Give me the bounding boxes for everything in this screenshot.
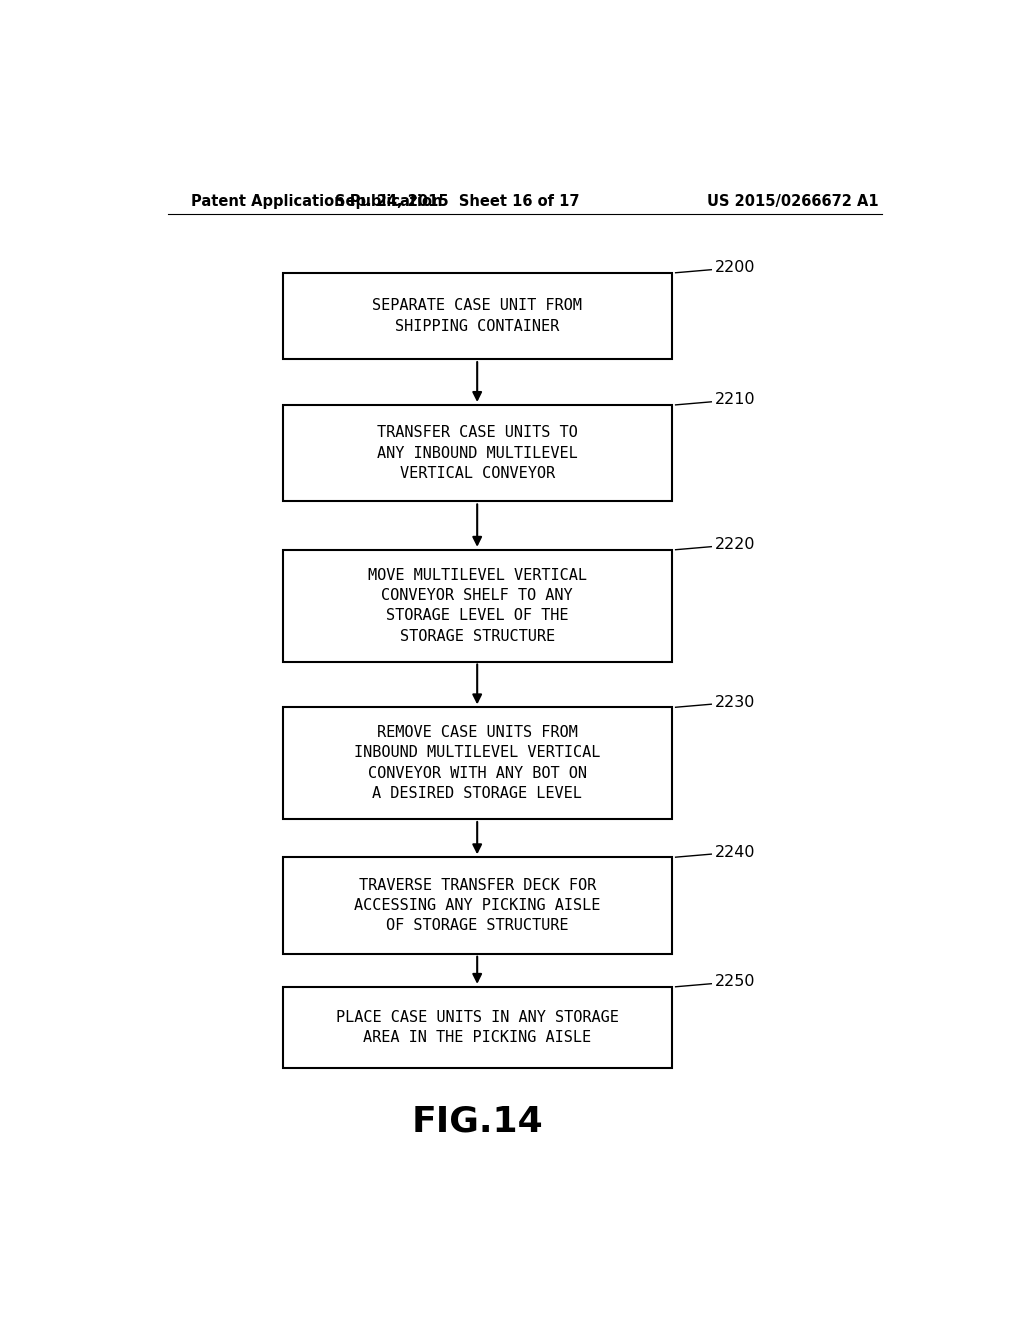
Text: TRAVERSE TRANSFER DECK FOR
ACCESSING ANY PICKING AISLE
OF STORAGE STRUCTURE: TRAVERSE TRANSFER DECK FOR ACCESSING ANY… xyxy=(354,878,600,933)
Text: Sep. 24, 2015  Sheet 16 of 17: Sep. 24, 2015 Sheet 16 of 17 xyxy=(335,194,580,209)
Text: MOVE MULTILEVEL VERTICAL
CONVEYOR SHELF TO ANY
STORAGE LEVEL OF THE
STORAGE STRU: MOVE MULTILEVEL VERTICAL CONVEYOR SHELF … xyxy=(368,568,587,644)
Text: PLACE CASE UNITS IN ANY STORAGE
AREA IN THE PICKING AISLE: PLACE CASE UNITS IN ANY STORAGE AREA IN … xyxy=(336,1010,618,1045)
Text: FIG.14: FIG.14 xyxy=(412,1105,543,1139)
Text: 2240: 2240 xyxy=(715,845,756,859)
Bar xyxy=(283,405,672,502)
Text: 2230: 2230 xyxy=(715,694,756,710)
Text: TRANSFER CASE UNITS TO
ANY INBOUND MULTILEVEL
VERTICAL CONVEYOR: TRANSFER CASE UNITS TO ANY INBOUND MULTI… xyxy=(377,425,578,480)
Text: REMOVE CASE UNITS FROM
INBOUND MULTILEVEL VERTICAL
CONVEYOR WITH ANY BOT ON
A DE: REMOVE CASE UNITS FROM INBOUND MULTILEVE… xyxy=(354,725,600,801)
Text: 2220: 2220 xyxy=(715,537,756,552)
Bar xyxy=(283,549,672,661)
Text: SEPARATE CASE UNIT FROM
SHIPPING CONTAINER: SEPARATE CASE UNIT FROM SHIPPING CONTAIN… xyxy=(373,298,582,334)
Text: 2250: 2250 xyxy=(715,974,756,989)
Text: 2200: 2200 xyxy=(715,260,756,275)
Text: US 2015/0266672 A1: US 2015/0266672 A1 xyxy=(708,194,879,209)
Bar xyxy=(283,987,672,1068)
Bar xyxy=(283,273,672,359)
Text: 2210: 2210 xyxy=(715,392,756,408)
Bar xyxy=(283,708,672,818)
Text: Patent Application Publication: Patent Application Publication xyxy=(191,194,443,209)
Bar xyxy=(283,857,672,954)
